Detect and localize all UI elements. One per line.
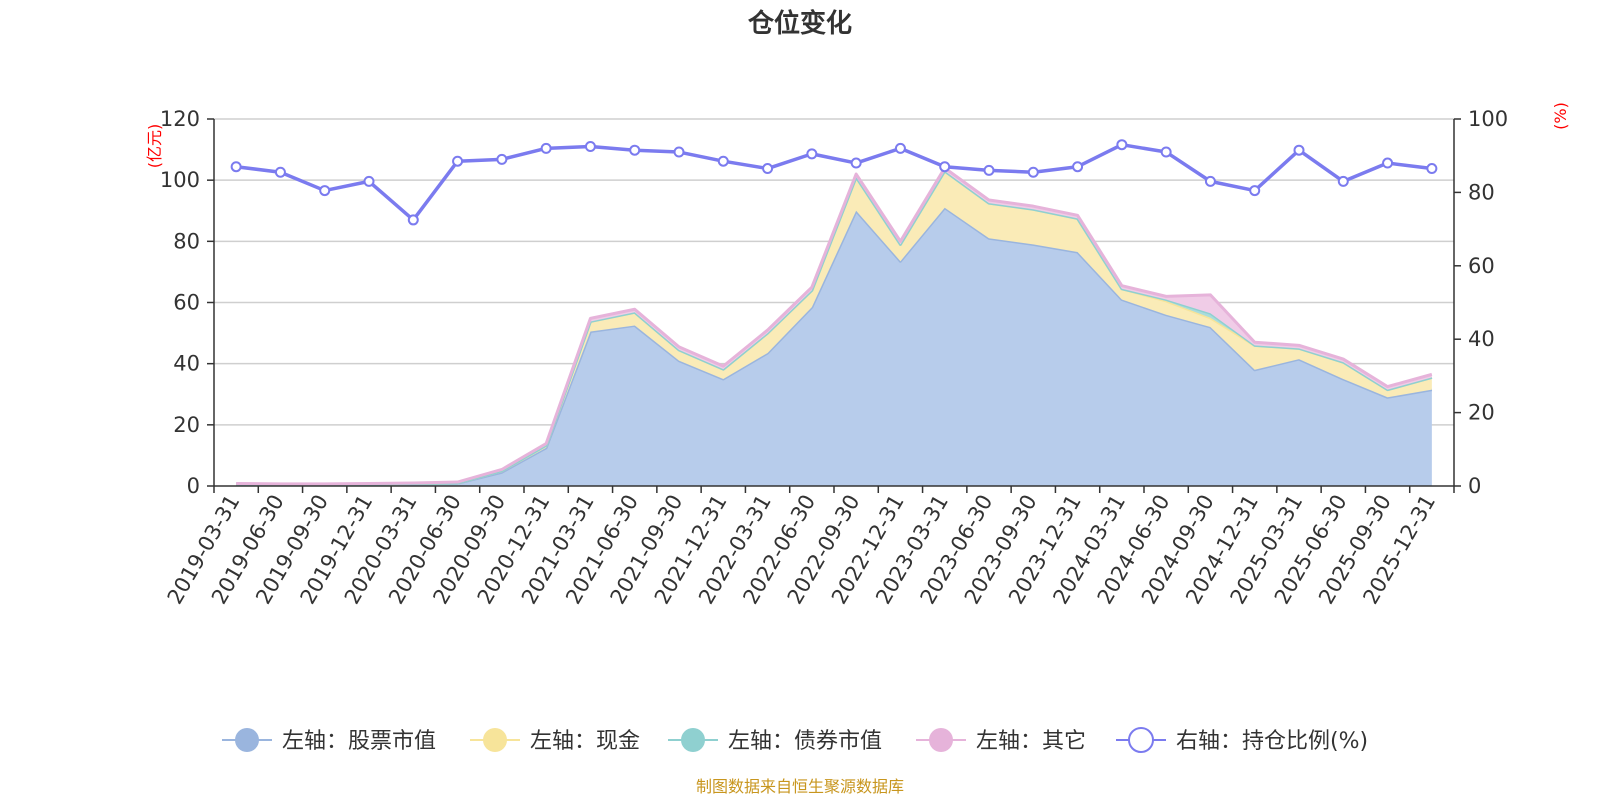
area-line-3 xyxy=(236,166,1433,486)
left-tick-label: 120 xyxy=(160,107,200,131)
ratio-point xyxy=(584,141,596,153)
ratio-point xyxy=(496,153,508,165)
stacked-areas xyxy=(236,166,1433,487)
legend-marker xyxy=(235,728,259,752)
right-tick-label: 20 xyxy=(1468,401,1495,425)
ratio-point xyxy=(850,157,862,169)
ratio-line xyxy=(235,142,1433,222)
ratio-point xyxy=(1116,139,1128,151)
left-tick-label: 20 xyxy=(173,413,200,437)
legend-marker xyxy=(483,728,507,752)
legend-item: 左轴：现金 xyxy=(470,728,640,754)
ratio-point xyxy=(1072,161,1084,173)
legend-item: 左轴：其它 xyxy=(916,728,1086,754)
legend-marker xyxy=(929,728,953,752)
ratio-point xyxy=(673,146,685,158)
ratio-point xyxy=(1204,175,1216,187)
data-source-note: 制图数据来自恒生聚源数据库 xyxy=(696,777,904,796)
left-axis-unit: (亿元) xyxy=(145,124,164,169)
ratio-point xyxy=(407,214,419,226)
chart-title: 仓位变化 xyxy=(747,8,852,39)
area-0 xyxy=(236,207,1432,487)
legend-label: 左轴：债券市值 xyxy=(728,729,882,754)
legend-label: 左轴：股票市值 xyxy=(282,729,436,754)
ratio-point xyxy=(1382,157,1394,169)
ratio-point xyxy=(983,164,995,176)
ratio-point xyxy=(1426,163,1438,175)
ratio-point xyxy=(1027,166,1039,178)
legend-item: 左轴：债券市值 xyxy=(668,728,882,754)
left-tick-label: 0 xyxy=(187,474,200,498)
ratio-series xyxy=(230,139,1438,226)
ratio-point xyxy=(1249,185,1261,197)
ratio-point xyxy=(540,142,552,154)
left-tick-label: 40 xyxy=(173,352,200,376)
ratio-point xyxy=(717,155,729,167)
legend-label: 左轴：现金 xyxy=(530,729,640,754)
right-tick-label: 60 xyxy=(1468,254,1495,278)
right-tick-label: 40 xyxy=(1468,327,1495,351)
left-tick-label: 100 xyxy=(160,168,200,192)
ratio-point xyxy=(629,144,641,156)
left-tick-label: 80 xyxy=(173,229,200,253)
ratio-point xyxy=(1160,146,1172,158)
ratio-point xyxy=(894,142,906,154)
right-axis-unit: (%) xyxy=(1551,102,1570,130)
ratio-point xyxy=(806,148,818,160)
legend: 左轴：股票市值 左轴：现金 左轴：债券市值 左轴：其它 右轴：持仓比例(%) xyxy=(222,727,1368,754)
legend-marker xyxy=(1128,727,1154,753)
legend-label: 右轴：持仓比例(%) xyxy=(1176,729,1368,754)
ratio-point xyxy=(230,161,242,173)
right-tick-label: 100 xyxy=(1468,107,1508,131)
left-tick-label: 60 xyxy=(173,291,200,315)
ratio-point xyxy=(452,155,464,167)
legend-marker xyxy=(681,728,705,752)
legend-item: 左轴：股票市值 xyxy=(222,728,436,754)
ratio-point xyxy=(274,166,286,178)
ratio-point xyxy=(1337,175,1349,187)
right-tick-label: 80 xyxy=(1468,180,1495,204)
ratio-point xyxy=(363,175,375,187)
ratio-point xyxy=(1293,144,1305,156)
ratio-point xyxy=(762,163,774,175)
legend-label: 左轴：其它 xyxy=(976,729,1086,754)
ratio-point xyxy=(319,185,331,197)
ratio-point xyxy=(939,161,951,173)
right-tick-label: 0 xyxy=(1468,474,1481,498)
legend-item: 右轴：持仓比例(%) xyxy=(1116,727,1368,754)
